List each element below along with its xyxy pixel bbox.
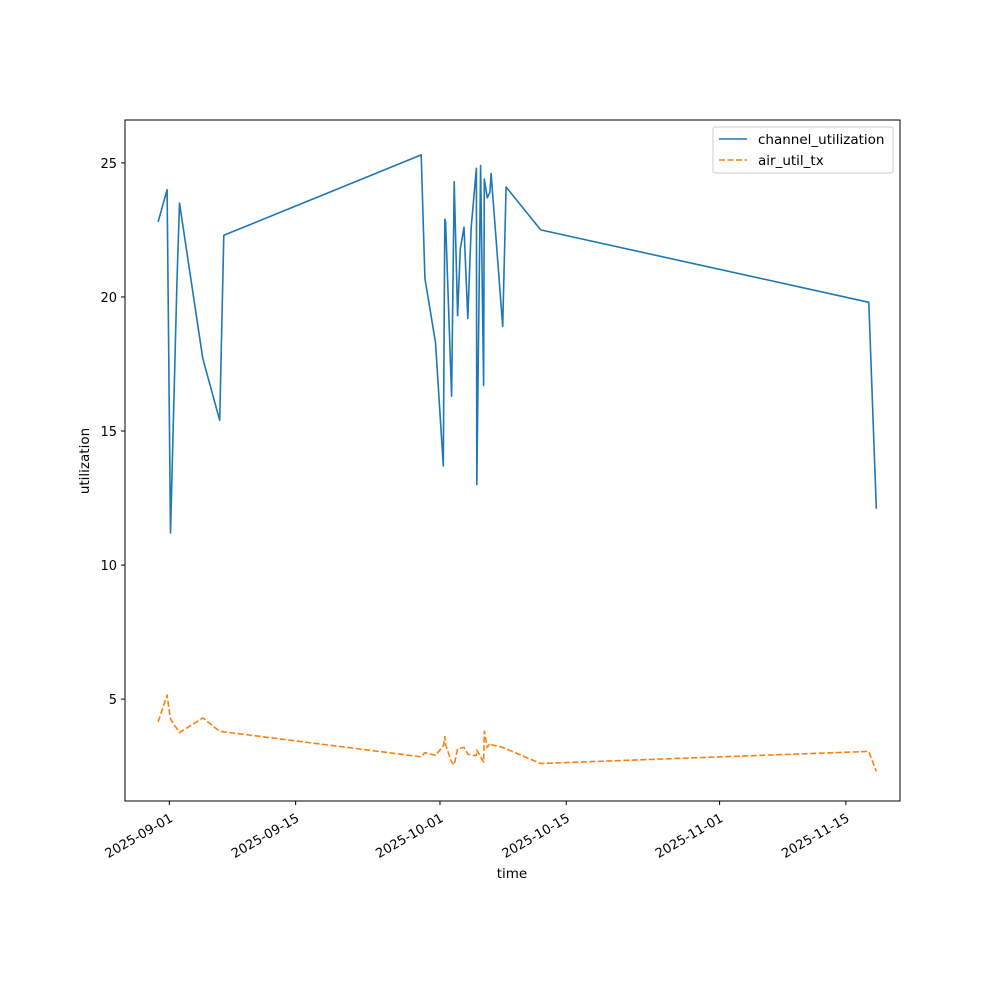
y-tick-label: 10 bbox=[100, 559, 117, 574]
y-axis: 5 10 15 20 25 bbox=[100, 157, 125, 708]
x-axis-label: time bbox=[497, 866, 528, 882]
y-axis-label: utilization bbox=[77, 428, 93, 494]
y-tick-label: 20 bbox=[100, 291, 117, 306]
series-line-air-util-tx bbox=[157, 694, 878, 772]
plot-frame bbox=[124, 119, 901, 802]
series-lines bbox=[157, 154, 878, 772]
y-tick-label: 15 bbox=[100, 425, 117, 440]
legend-label-channel-utilization: channel_utilization bbox=[758, 132, 885, 148]
y-tick-label: 5 bbox=[109, 693, 117, 708]
legend-box bbox=[712, 126, 894, 174]
y-tick-label: 25 bbox=[100, 157, 117, 172]
legend: channel_utilization air_util_tx bbox=[712, 126, 894, 174]
legend-label-air-util-tx: air_util_tx bbox=[758, 153, 824, 169]
series-line-channel-utilization bbox=[157, 154, 878, 534]
